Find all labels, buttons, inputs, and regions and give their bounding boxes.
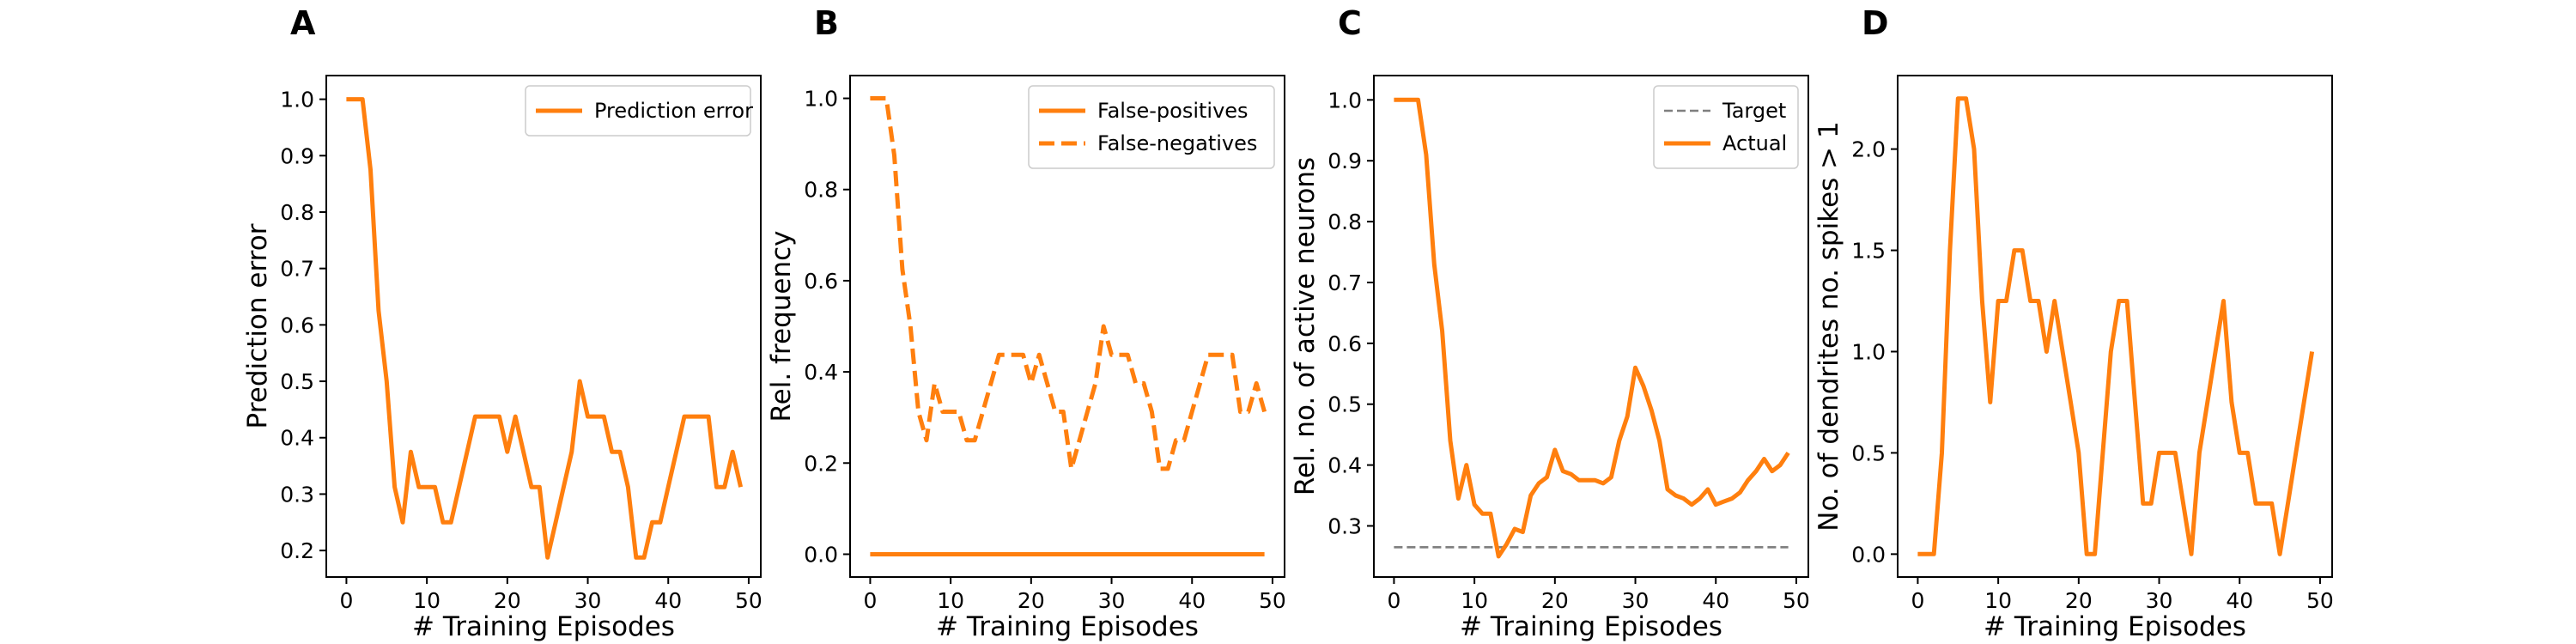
x-axis-label: # Training Episodes: [1460, 611, 1722, 642]
y-tick-label: 0.9: [1327, 149, 1362, 173]
y-tick-label: 0.4: [280, 426, 314, 451]
panel-letter: A: [290, 4, 316, 42]
panel-letter: D: [1862, 4, 1889, 42]
y-tick-label: 0.8: [1327, 210, 1362, 234]
x-tick-label: 50: [2306, 588, 2334, 613]
panel-c: C 0 10 20 30 40 50 0.3 0.4 0.5 0.6 0.7 0.8 0.9 1.0 # Tr…: [1290, 4, 1810, 642]
series-group: [1917, 96, 2315, 556]
x-tick-label: 10: [937, 588, 964, 613]
x-tick-label: 10: [413, 588, 440, 613]
panel-letter: C: [1338, 4, 1362, 42]
y-tick-label: 2.0: [1851, 137, 1886, 162]
x-tick-label: 0: [1387, 588, 1400, 613]
panel-a: A 0 10 20 30 40 50 0.2 0.3 0.4 0.5 0.6 0.7 0.8 0.9 1.0 #…: [242, 4, 762, 642]
x-tick-label: 0: [863, 588, 877, 613]
series-line-false-negatives: [870, 96, 1267, 471]
plot-frame: [849, 75, 1285, 578]
x-axis-label: # Training Episodes: [936, 611, 1199, 642]
x-tick-label: 0: [339, 588, 353, 613]
x-tick-label: 20: [1541, 588, 1569, 613]
y-tick-label: 1.0: [1851, 339, 1886, 364]
y-axis-label: No. of dendrites no. spikes > 1: [1814, 121, 1844, 531]
legend-box: [525, 85, 751, 137]
y-tick-label: 0.2: [280, 538, 314, 563]
y-tick-label: 0.4: [804, 360, 838, 385]
series-group: [1394, 97, 1790, 559]
panel-letter: B: [814, 4, 839, 42]
y-tick-label: 0.0: [804, 542, 838, 567]
series-line-0: [1917, 96, 2315, 556]
x-tick-label: 30: [574, 588, 602, 613]
y-tick-label: 0.0: [1851, 542, 1886, 567]
y-tick-label: 0.6: [1327, 331, 1362, 356]
x-tick-label: 10: [1461, 588, 1488, 613]
y-tick-label: 0.3: [1327, 513, 1362, 538]
series-line-prediction-error: [346, 97, 744, 560]
x-axis-label: # Training Episodes: [1984, 611, 2246, 642]
y-tick-label: 0.4: [1327, 453, 1362, 478]
y-tick-label: 0.5: [1851, 440, 1886, 465]
y-tick-label: 0.5: [280, 369, 314, 394]
legend: Prediction error: [525, 85, 753, 137]
x-tick-label: 10: [1984, 588, 2012, 613]
legend-label: False-negatives: [1097, 131, 1257, 155]
y-axis-label: Rel. frequency: [766, 230, 797, 422]
legend-label: False-positives: [1097, 99, 1249, 123]
y-tick-label: 0.6: [280, 313, 314, 337]
series-group: [870, 96, 1267, 556]
x-tick-label: 50: [1783, 588, 1810, 613]
x-axis-label: # Training Episodes: [412, 611, 675, 642]
x-tick-label: 30: [2146, 588, 2173, 613]
y-tick-label: 0.7: [1327, 270, 1362, 295]
legend: Target Actual: [1653, 85, 1799, 169]
plot-frame: [1373, 75, 1809, 578]
y-tick-label: 1.5: [1851, 239, 1886, 264]
x-tick-label: 50: [1259, 588, 1286, 613]
x-tick-label: 20: [1018, 588, 1045, 613]
y-tick-label: 1.0: [804, 87, 838, 112]
panel-b: B 0 10 20 30 40 50 0.0 0.2 0.4 0.6 0.8 1.0 # Training…: [766, 4, 1286, 642]
y-tick-label: 0.9: [280, 143, 314, 168]
x-tick-label: 40: [654, 588, 682, 613]
x-tick-label: 40: [2226, 588, 2253, 613]
panel-d: D 0 10 20 30 40 50 0.0 0.5 1.0 1.5 2.0 # Training Ep…: [1814, 4, 2334, 642]
x-tick-label: 30: [1622, 588, 1649, 613]
legend: False-positives False-negatives: [1028, 85, 1275, 169]
y-tick-label: 0.8: [280, 200, 314, 225]
plot-frame: [1897, 75, 2333, 578]
x-tick-label: 40: [1702, 588, 1729, 613]
x-tick-label: 50: [735, 588, 762, 613]
x-tick-label: 30: [1098, 588, 1126, 613]
series-group: [346, 97, 744, 560]
y-tick-label: 0.5: [1327, 392, 1362, 417]
y-tick-label: 0.2: [804, 451, 838, 476]
y-axis-label: Rel. no. of active neurons: [1290, 157, 1321, 495]
y-axis-label: Prediction error: [242, 223, 273, 428]
legend-box: [1653, 85, 1799, 169]
y-tick-label: 0.3: [280, 482, 314, 507]
x-tick-label: 0: [1911, 588, 1924, 613]
legend-label: Target: [1722, 99, 1786, 123]
plot-frame: [325, 75, 762, 578]
x-tick-label: 40: [1178, 588, 1206, 613]
x-tick-label: 20: [494, 588, 521, 613]
series-line-actual: [1394, 97, 1790, 559]
x-tick-label: 20: [2065, 588, 2093, 613]
legend-box: [1028, 85, 1275, 169]
y-tick-label: 0.6: [804, 269, 838, 294]
legend-label: Actual: [1722, 131, 1787, 155]
y-tick-label: 1.0: [1327, 88, 1362, 112]
y-tick-label: 0.8: [804, 178, 838, 203]
y-tick-label: 0.7: [280, 257, 314, 282]
y-tick-label: 1.0: [280, 88, 314, 112]
legend-label: Prediction error: [594, 99, 753, 123]
